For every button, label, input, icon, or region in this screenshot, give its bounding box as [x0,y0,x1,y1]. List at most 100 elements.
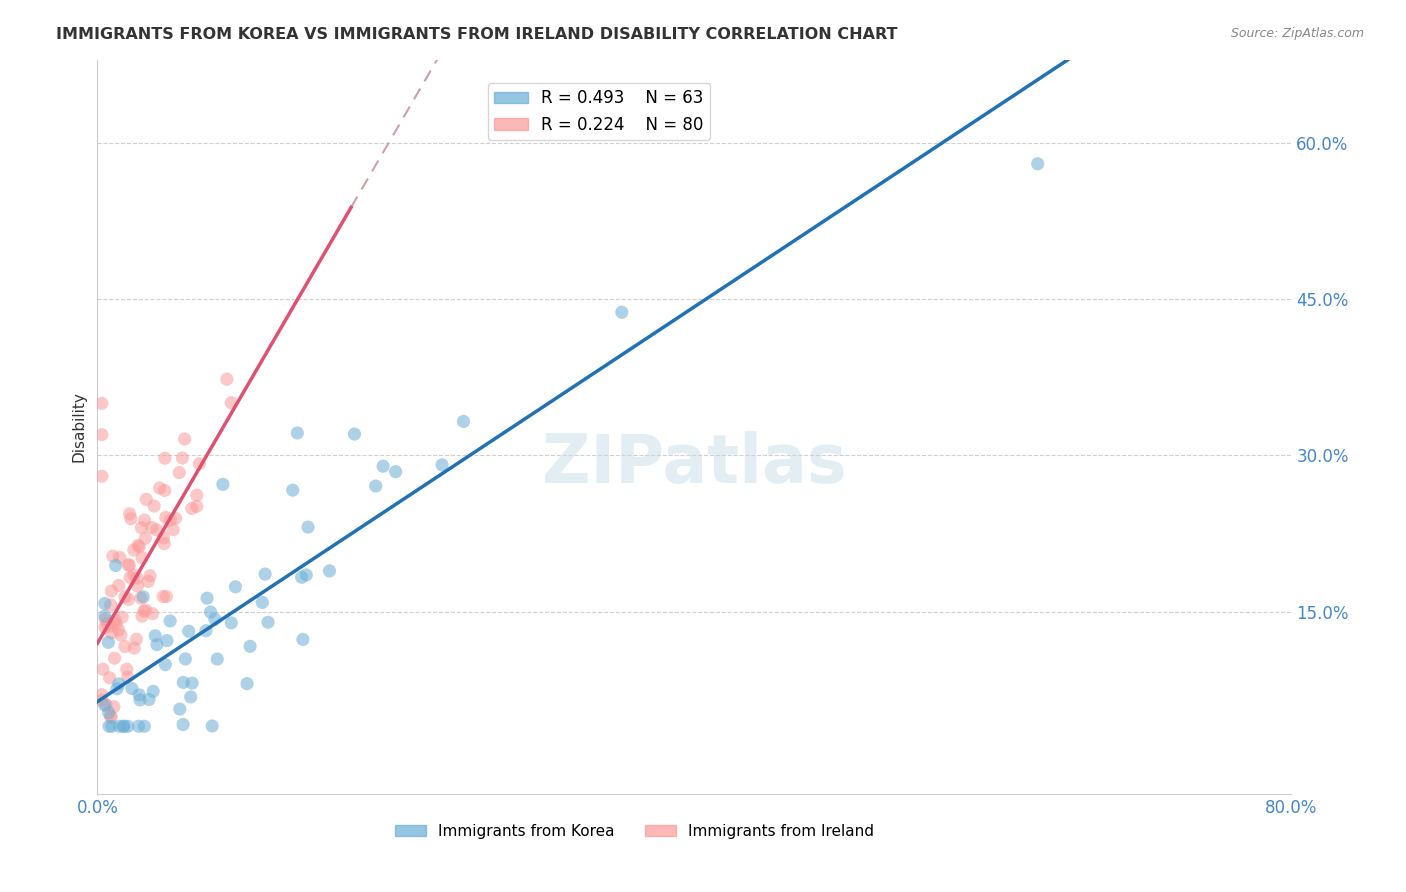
Immigrants from Korea [318,564,340,578]
Immigrants from Korea [384,465,406,479]
Immigrants from Ireland [124,641,146,656]
Immigrants from Ireland [173,432,195,446]
Immigrants from Korea [128,688,150,702]
Immigrants from Ireland [117,670,139,684]
Immigrants from Korea [104,558,127,573]
Immigrants from Korea [177,624,200,639]
Immigrants from Ireland [127,538,149,552]
Immigrants from Korea [252,595,274,609]
Immigrants from Korea [94,698,117,713]
Immigrants from Korea [97,706,120,720]
Immigrants from Korea [143,629,166,643]
Immigrants from Ireland [107,623,129,637]
Immigrants from Ireland [111,610,134,624]
Immigrants from Korea [156,633,179,648]
Immigrants from Ireland [118,558,141,573]
Immigrants from Ireland [108,550,131,565]
Immigrants from Ireland [129,591,152,605]
Immigrants from Korea [129,693,152,707]
Immigrants from Ireland [117,592,139,607]
Immigrants from Ireland [120,512,142,526]
Immigrants from Korea [291,632,314,647]
Immigrants from Ireland [131,609,153,624]
Immigrants from Ireland [100,598,122,612]
Immigrants from Ireland [139,568,162,582]
Legend: Immigrants from Korea, Immigrants from Ireland: Immigrants from Korea, Immigrants from I… [389,818,880,845]
Immigrants from Ireland [110,628,132,642]
Immigrants from Ireland [141,520,163,534]
Immigrants from Ireland [94,620,117,634]
Immigrants from Korea [180,690,202,704]
Immigrants from Ireland [125,632,148,647]
Immigrants from Korea [172,675,194,690]
Immigrants from Korea [201,719,224,733]
Immigrants from Korea [112,719,135,733]
Immigrants from Korea [98,719,121,733]
Immigrants from Ireland [125,571,148,585]
Immigrants from Ireland [165,511,187,525]
Immigrants from Ireland [100,619,122,633]
Immigrants from Ireland [136,574,159,589]
Immigrants from Korea [453,414,475,428]
Immigrants from Ireland [169,466,191,480]
Immigrants from Korea [236,676,259,690]
Immigrants from Korea [94,609,117,624]
Immigrants from Korea [211,477,233,491]
Immigrants from Ireland [100,584,122,599]
Immigrants from Korea [204,612,226,626]
Immigrants from Korea [117,719,139,733]
Immigrants from Korea [169,702,191,716]
Immigrants from Ireland [127,579,149,593]
Immigrants from Korea [138,692,160,706]
Immigrants from Ireland [122,567,145,582]
Immigrants from Ireland [90,469,112,483]
Immigrants from Ireland [188,457,211,471]
Immigrants from Korea [295,568,318,582]
Immigrants from Ireland [118,507,141,521]
Immigrants from Ireland [155,590,177,604]
Immigrants from Ireland [159,513,181,527]
Immigrants from Korea [146,638,169,652]
Immigrants from Ireland [117,558,139,572]
Immigrants from Korea [108,719,131,733]
Immigrants from Ireland [90,688,112,702]
Immigrants from Ireland [100,709,122,723]
Immigrants from Ireland [141,607,163,621]
Immigrants from Korea [142,684,165,698]
Immigrants from Ireland [105,617,128,632]
Immigrants from Korea [105,681,128,696]
Immigrants from Ireland [90,396,112,410]
Immigrants from Ireland [135,492,157,507]
Immigrants from Korea [121,681,143,696]
Immigrants from Ireland [153,483,176,498]
Immigrants from Ireland [114,640,136,654]
Immigrants from Korea [174,652,197,666]
Immigrants from Ireland [134,513,156,527]
Immigrants from Ireland [153,451,176,466]
Immigrants from Korea [291,570,314,584]
Immigrants from Ireland [115,662,138,676]
Immigrants from Korea [364,479,387,493]
Immigrants from Ireland [131,521,153,535]
Immigrants from Ireland [215,372,238,386]
Immigrants from Korea [239,640,262,654]
Immigrants from Ireland [103,651,125,665]
Immigrants from Korea [155,657,177,672]
Immigrants from Ireland [98,671,121,685]
Immigrants from Ireland [132,604,155,618]
Immigrants from Korea [159,614,181,628]
Immigrants from Korea [181,676,204,690]
Immigrants from Ireland [107,578,129,592]
Immigrants from Ireland [155,510,177,524]
Immigrants from Korea [94,597,117,611]
Immigrants from Korea [371,459,394,474]
Immigrants from Ireland [120,570,142,584]
Immigrants from Korea [297,520,319,534]
Immigrants from Korea [134,719,156,733]
Immigrants from Ireland [172,450,194,465]
Immigrants from Ireland [128,540,150,554]
Immigrants from Ireland [186,500,208,514]
Text: ZIPatlas: ZIPatlas [543,431,846,497]
Text: IMMIGRANTS FROM KOREA VS IMMIGRANTS FROM IRELAND DISABILITY CORRELATION CHART: IMMIGRANTS FROM KOREA VS IMMIGRANTS FROM… [56,27,898,42]
Immigrants from Ireland [90,427,112,442]
